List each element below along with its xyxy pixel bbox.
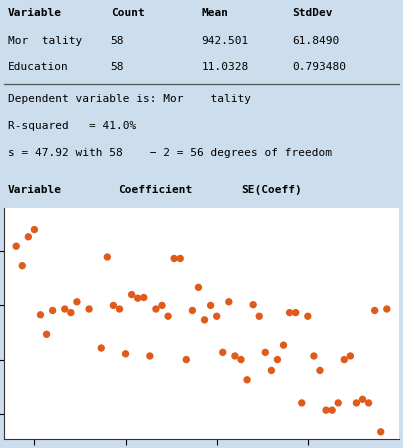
Point bbox=[250, 301, 256, 308]
Text: 0.793480: 0.793480 bbox=[292, 62, 346, 73]
Point bbox=[232, 353, 238, 360]
Point bbox=[287, 309, 293, 316]
Text: Dependent variable is: Mor    tality: Dependent variable is: Mor tality bbox=[8, 94, 251, 104]
Point bbox=[353, 399, 359, 406]
Point bbox=[220, 349, 226, 356]
Point bbox=[323, 407, 329, 414]
Point bbox=[280, 341, 287, 349]
Point bbox=[165, 313, 171, 320]
Point bbox=[141, 294, 147, 301]
Text: 942.501: 942.501 bbox=[202, 36, 249, 46]
Point bbox=[202, 316, 208, 323]
Point bbox=[86, 306, 92, 313]
Text: −49.9202: −49.9202 bbox=[118, 239, 172, 249]
Text: Intercept: Intercept bbox=[8, 212, 69, 222]
Point bbox=[74, 298, 80, 306]
Point bbox=[116, 306, 123, 313]
Text: SE(Coeff): SE(Coeff) bbox=[241, 185, 302, 195]
Point bbox=[159, 302, 165, 309]
Text: 8.000: 8.000 bbox=[241, 239, 275, 249]
Point bbox=[299, 399, 305, 406]
Point bbox=[189, 307, 195, 314]
Point bbox=[129, 291, 135, 298]
Point bbox=[98, 345, 104, 352]
Point bbox=[226, 298, 232, 306]
Point bbox=[25, 233, 31, 241]
Point bbox=[335, 399, 341, 406]
Point bbox=[37, 311, 44, 319]
Point bbox=[13, 242, 19, 250]
Text: Variable: Variable bbox=[8, 185, 62, 195]
Point bbox=[123, 350, 129, 358]
Text: 1493.26: 1493.26 bbox=[118, 212, 166, 222]
Point bbox=[293, 309, 299, 316]
Text: R-squared   = 41.0%: R-squared = 41.0% bbox=[8, 121, 136, 131]
Point bbox=[329, 407, 335, 414]
Text: 61.8490: 61.8490 bbox=[292, 36, 340, 46]
Point bbox=[268, 367, 274, 374]
Text: 88.48: 88.48 bbox=[241, 212, 275, 222]
Point bbox=[341, 356, 347, 363]
Text: Count: Count bbox=[111, 8, 144, 18]
Point bbox=[208, 302, 214, 309]
Text: Mean: Mean bbox=[202, 8, 229, 18]
Point bbox=[19, 262, 25, 269]
Point bbox=[305, 313, 311, 320]
Point bbox=[372, 307, 378, 314]
Point bbox=[238, 356, 244, 363]
Point bbox=[317, 367, 323, 374]
Point bbox=[62, 306, 68, 313]
Point bbox=[171, 255, 177, 262]
Point bbox=[256, 313, 262, 320]
Point bbox=[68, 309, 74, 316]
Text: Coefficient: Coefficient bbox=[118, 185, 193, 195]
Point bbox=[384, 306, 390, 313]
Point bbox=[110, 302, 116, 309]
Text: 58: 58 bbox=[111, 62, 124, 73]
Point bbox=[274, 356, 280, 363]
Point bbox=[135, 295, 141, 302]
Point bbox=[50, 307, 56, 314]
Text: 11.0328: 11.0328 bbox=[202, 62, 249, 73]
Text: Variable: Variable bbox=[8, 8, 62, 18]
Point bbox=[44, 331, 50, 338]
Point bbox=[31, 226, 37, 233]
Point bbox=[347, 353, 353, 360]
Point bbox=[244, 376, 250, 383]
Point bbox=[195, 284, 202, 291]
Text: Mor  tality: Mor tality bbox=[8, 36, 82, 46]
Point bbox=[359, 396, 366, 403]
Point bbox=[311, 353, 317, 360]
Text: Education: Education bbox=[8, 239, 69, 249]
Text: Education: Education bbox=[8, 62, 69, 73]
Point bbox=[262, 349, 268, 356]
Point bbox=[177, 255, 183, 262]
Point bbox=[366, 399, 372, 406]
Text: StdDev: StdDev bbox=[292, 8, 333, 18]
Point bbox=[183, 356, 189, 363]
Point bbox=[153, 306, 159, 313]
Point bbox=[214, 313, 220, 320]
Text: s = 47.92 with 58    − 2 = 56 degrees of freedom: s = 47.92 with 58 − 2 = 56 degrees of fr… bbox=[8, 148, 332, 158]
Point bbox=[147, 353, 153, 360]
Text: 58: 58 bbox=[111, 36, 124, 46]
Point bbox=[104, 254, 110, 261]
Point bbox=[378, 428, 384, 435]
